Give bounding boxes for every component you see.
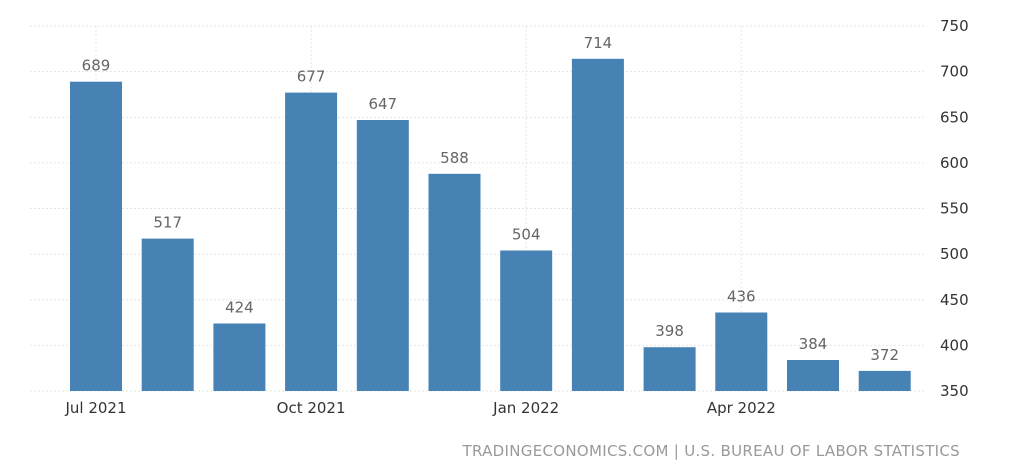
bar-may-2022 bbox=[787, 360, 839, 391]
y-tick-label: 350 bbox=[940, 382, 969, 400]
data-label: 436 bbox=[727, 288, 756, 306]
x-tick-label: Apr 2022 bbox=[707, 399, 776, 417]
bar-aug-2021 bbox=[141, 238, 194, 391]
x-tick-label: Jan 2022 bbox=[492, 399, 559, 417]
data-label: 647 bbox=[368, 95, 397, 113]
bar-nov-2021 bbox=[356, 120, 409, 391]
y-tick-label: 400 bbox=[940, 336, 969, 354]
x-tick-label: Jul 2021 bbox=[64, 399, 126, 417]
data-label: 689 bbox=[82, 57, 111, 75]
bar-apr-2022 bbox=[715, 312, 768, 391]
x-axis: Jul 2021 Oct 2021 Jan 2022 Apr 2022 bbox=[64, 399, 775, 417]
data-label: 588 bbox=[440, 149, 469, 167]
bar-feb-2022 bbox=[571, 58, 624, 392]
data-labels: 689 517 424 677 647 588 504 714 398 436 384 372 bbox=[82, 34, 899, 364]
data-label: 424 bbox=[225, 299, 254, 317]
y-axis: 350 400 450 500 550 600 650 700 750 bbox=[940, 17, 969, 400]
data-label: 677 bbox=[297, 68, 326, 86]
bar-dec-2021 bbox=[428, 173, 481, 391]
y-tick-label: 550 bbox=[940, 200, 969, 218]
y-tick-label: 450 bbox=[940, 291, 969, 309]
bar-jun-2022 bbox=[858, 370, 911, 391]
bars bbox=[70, 58, 911, 392]
y-tick-label: 650 bbox=[940, 108, 969, 126]
data-label: 517 bbox=[153, 214, 182, 232]
bar-jan-2022 bbox=[500, 250, 553, 391]
data-label: 384 bbox=[799, 335, 828, 353]
y-tick-label: 700 bbox=[940, 63, 969, 81]
y-tick-label: 600 bbox=[940, 154, 969, 172]
data-label: 504 bbox=[512, 226, 541, 244]
y-tick-label: 750 bbox=[940, 17, 969, 35]
x-tick-label: Oct 2021 bbox=[277, 399, 346, 417]
data-label: 372 bbox=[870, 346, 899, 364]
bar-sep-2021 bbox=[213, 323, 266, 391]
bar-jul-2021 bbox=[70, 81, 122, 391]
y-tick-label: 500 bbox=[940, 245, 969, 263]
bar-oct-2021 bbox=[285, 92, 338, 391]
bar-mar-2022 bbox=[643, 347, 696, 391]
source-credit: TRADINGECONOMICS.COM | U.S. BUREAU OF LA… bbox=[462, 442, 960, 460]
data-label: 398 bbox=[655, 322, 684, 340]
data-label: 714 bbox=[584, 34, 613, 52]
